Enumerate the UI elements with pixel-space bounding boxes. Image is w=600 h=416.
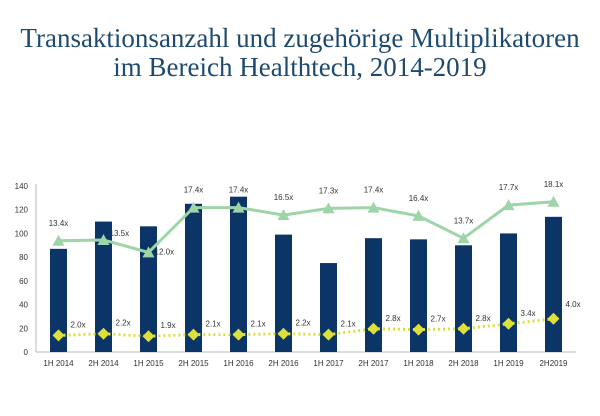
multiple-line-upper: [58, 200, 554, 255]
bar: [500, 233, 517, 352]
diamond-marker: [187, 328, 200, 341]
diamond-marker: [322, 328, 335, 341]
bar: [410, 239, 427, 352]
x-tick-label: 1H 2018: [403, 359, 434, 368]
x-tick-label: 1H 2017: [313, 359, 344, 368]
bar: [230, 196, 247, 352]
multiple-label: 13.4x: [49, 219, 69, 228]
diamond-marker: [142, 330, 155, 343]
triangle-marker: [187, 201, 200, 213]
triangle-marker: [142, 246, 155, 258]
diamond-marker: [277, 327, 290, 340]
x-tick-label: 2H 2018: [448, 359, 479, 368]
multiple-label: 17.4x: [229, 186, 249, 195]
bar: [185, 203, 202, 352]
y-tick-label: 140: [15, 182, 29, 191]
bar: [275, 234, 292, 352]
multiple-label: 18.1x: [544, 180, 564, 189]
multiple-label: 17.4x: [184, 186, 204, 195]
y-tick-label: 0: [24, 348, 29, 357]
multiple-label: 2.8x: [386, 314, 401, 323]
y-tick-label: 120: [15, 206, 29, 215]
multiple-label: 1.9x: [161, 321, 176, 330]
bar: [140, 226, 157, 352]
bar: [455, 245, 472, 352]
multiple-label: 2.2x: [116, 319, 131, 328]
diamond-marker: [502, 317, 515, 330]
multiple-label: 2.1x: [341, 320, 356, 329]
multiple-label: 13.7x: [454, 216, 474, 225]
y-tick-label: 40: [19, 301, 28, 310]
multiple-label: 13.5x: [110, 229, 130, 238]
x-tick-label: 2H 2015: [178, 359, 209, 368]
bar: [320, 263, 337, 352]
diamond-marker: [412, 323, 425, 336]
triangle-marker: [547, 195, 560, 207]
triangle-marker: [277, 209, 290, 221]
y-tick-label: 60: [19, 277, 28, 286]
bar: [545, 216, 562, 352]
multiple-label: 2.1x: [251, 320, 266, 329]
multiple-label: 2.8x: [476, 314, 491, 323]
diamond-marker: [547, 312, 560, 325]
triangle-marker: [412, 209, 425, 221]
diamond-marker: [52, 329, 65, 342]
x-tick-label: 2H 2017: [358, 359, 389, 368]
multiple-label: 2.1x: [206, 320, 221, 329]
y-tick-label: 20: [19, 324, 28, 333]
x-tick-label: 2H 2014: [88, 359, 119, 368]
multiple-label: 17.7x: [499, 183, 519, 192]
triangle-marker: [52, 234, 65, 246]
diamond-marker: [97, 327, 110, 340]
title-line-2: im Bereich Healthtech, 2014-2019: [113, 52, 487, 82]
x-tick-label: 1H 2015: [133, 359, 164, 368]
bar: [365, 238, 382, 352]
x-tick-label: 2H 2016: [268, 359, 299, 368]
multiple-label: 3.4x: [521, 309, 536, 318]
multiple-label: 4.0x: [566, 300, 581, 309]
multiple-label: 2.2x: [296, 319, 311, 328]
triangle-marker: [322, 202, 335, 214]
x-tick-label: 1H 2019: [493, 359, 524, 368]
diamond-marker: [367, 322, 380, 335]
y-tick-label: 100: [15, 229, 29, 238]
triangle-marker: [97, 233, 110, 245]
triangle-marker: [232, 201, 245, 213]
bar: [95, 221, 112, 352]
triangle-marker: [502, 199, 515, 211]
chart-title: Transaktionsanzahl und zugehörige Multip…: [0, 24, 600, 82]
triangle-marker: [457, 232, 470, 244]
multiple-label: 2.7x: [431, 315, 446, 324]
multiple-label: 16.5x: [274, 193, 294, 202]
y-tick-label: 80: [19, 253, 28, 262]
multiple-label: 12.0x: [155, 247, 175, 256]
diamond-marker: [457, 322, 470, 335]
x-tick-label: 1H 2016: [223, 359, 254, 368]
multiple-label: 16.4x: [409, 194, 429, 203]
title-line-1: Transaktionsanzahl und zugehörige Multip…: [20, 23, 580, 53]
multiple-label: 17.3x: [319, 186, 339, 195]
multiple-label: 2.0x: [71, 320, 86, 329]
triangle-marker: [367, 201, 380, 213]
x-tick-label: 2H2019: [539, 359, 568, 368]
multiple-label: 17.4x: [364, 186, 384, 195]
bar: [50, 248, 67, 352]
x-tick-label: 1H 2014: [43, 359, 74, 368]
diamond-marker: [232, 328, 245, 341]
